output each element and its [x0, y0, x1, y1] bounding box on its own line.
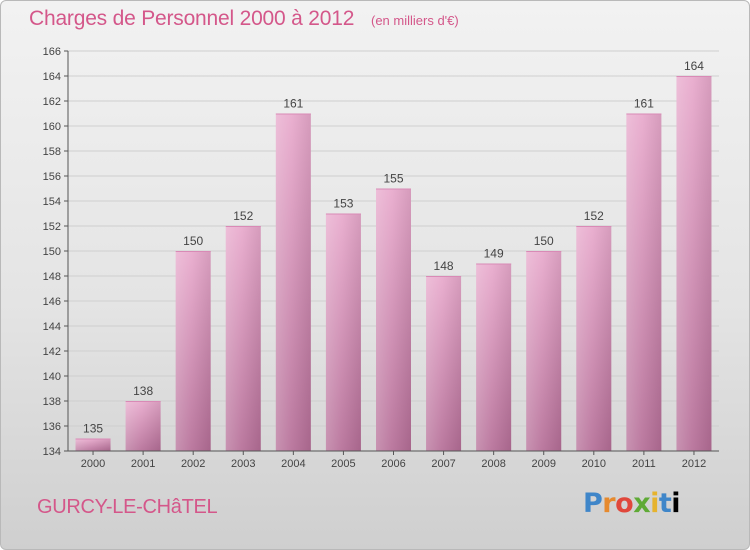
data-label: 153: [333, 197, 353, 211]
y-tick-label: 166: [43, 46, 61, 58]
data-label: 152: [233, 209, 253, 223]
bar-shade: [376, 188, 411, 451]
x-tick-label: 2007: [431, 458, 455, 470]
x-tick-label: 2003: [231, 458, 255, 470]
y-tick-label: 150: [43, 246, 61, 258]
x-tick-label: 2012: [682, 458, 706, 470]
y-tick-label: 148: [43, 271, 61, 283]
bar-shade: [426, 276, 462, 451]
axis-layer: 134 136 138 140 142 144 146 148 150 152 154 156 158 1…: [43, 46, 719, 470]
bar-shade: [225, 226, 261, 451]
data-label: 152: [584, 209, 604, 223]
x-tick-label: 2008: [481, 458, 505, 470]
x-tick-label: 2004: [281, 458, 305, 470]
y-tick-label: 140: [43, 371, 61, 383]
bar-shade: [576, 226, 612, 451]
bar-shade: [476, 263, 512, 451]
bar-shade: [325, 213, 361, 451]
bar-shade: [125, 401, 161, 451]
y-tick-label: 152: [43, 221, 61, 233]
y-tick-label: 164: [43, 71, 61, 83]
data-label: 148: [434, 259, 454, 273]
x-tick-label: 2002: [181, 458, 205, 470]
bar-shade: [175, 251, 211, 451]
y-tick-label: 136: [43, 421, 61, 433]
y-tick-label: 156: [43, 171, 61, 183]
y-tick-label: 160: [43, 121, 61, 133]
data-label: 155: [383, 172, 403, 186]
y-tick-label: 146: [43, 296, 61, 308]
y-tick-label: 134: [43, 446, 61, 458]
brand-letter: o: [615, 488, 634, 519]
brand-letter: i: [650, 488, 659, 519]
bar-layer: 135 138 150 152 161 153 155 148 149 150 152 161 164: [75, 59, 712, 451]
data-label: 161: [634, 97, 654, 111]
y-tick-label: 138: [43, 396, 61, 408]
data-label: 161: [283, 97, 303, 111]
data-label: 149: [484, 247, 504, 261]
data-label: 138: [133, 384, 153, 398]
bar-shade: [626, 113, 662, 451]
y-tick-label: 144: [43, 321, 61, 333]
brand-letter: x: [633, 488, 651, 519]
brand-logo: Proxiti: [583, 488, 681, 519]
data-label: 164: [684, 59, 704, 73]
x-tick-label: 2005: [331, 458, 355, 470]
data-label: 150: [183, 234, 203, 248]
bar-shade: [526, 251, 562, 451]
bar-shade: [676, 76, 712, 451]
brand-letter: t: [658, 488, 672, 519]
y-tick-label: 154: [43, 196, 61, 208]
y-tick-label: 158: [43, 146, 61, 158]
chart-subtitle: (en milliers d'€): [371, 13, 459, 28]
bar-shade: [75, 438, 111, 451]
x-tick-label: 2010: [582, 458, 606, 470]
brand-letter: r: [602, 488, 616, 519]
y-tick-label: 162: [43, 96, 61, 108]
x-tick-label: 2001: [131, 458, 155, 470]
data-label: 135: [83, 422, 103, 436]
brand-letter: P: [583, 488, 603, 519]
brand-letter: i: [671, 488, 681, 519]
chart-title: Charges de Personnel 2000 à 2012: [29, 7, 355, 30]
data-label: 150: [534, 234, 554, 248]
x-tick-label: 2011: [632, 458, 656, 470]
bar-shade: [275, 113, 311, 451]
x-tick-label: 2009: [531, 458, 555, 470]
x-tick-label: 2000: [81, 458, 105, 470]
city-name: GURCY-LE-CHâTEL: [37, 496, 218, 518]
y-tick-label: 142: [43, 346, 61, 358]
x-tick-label: 2006: [381, 458, 405, 470]
